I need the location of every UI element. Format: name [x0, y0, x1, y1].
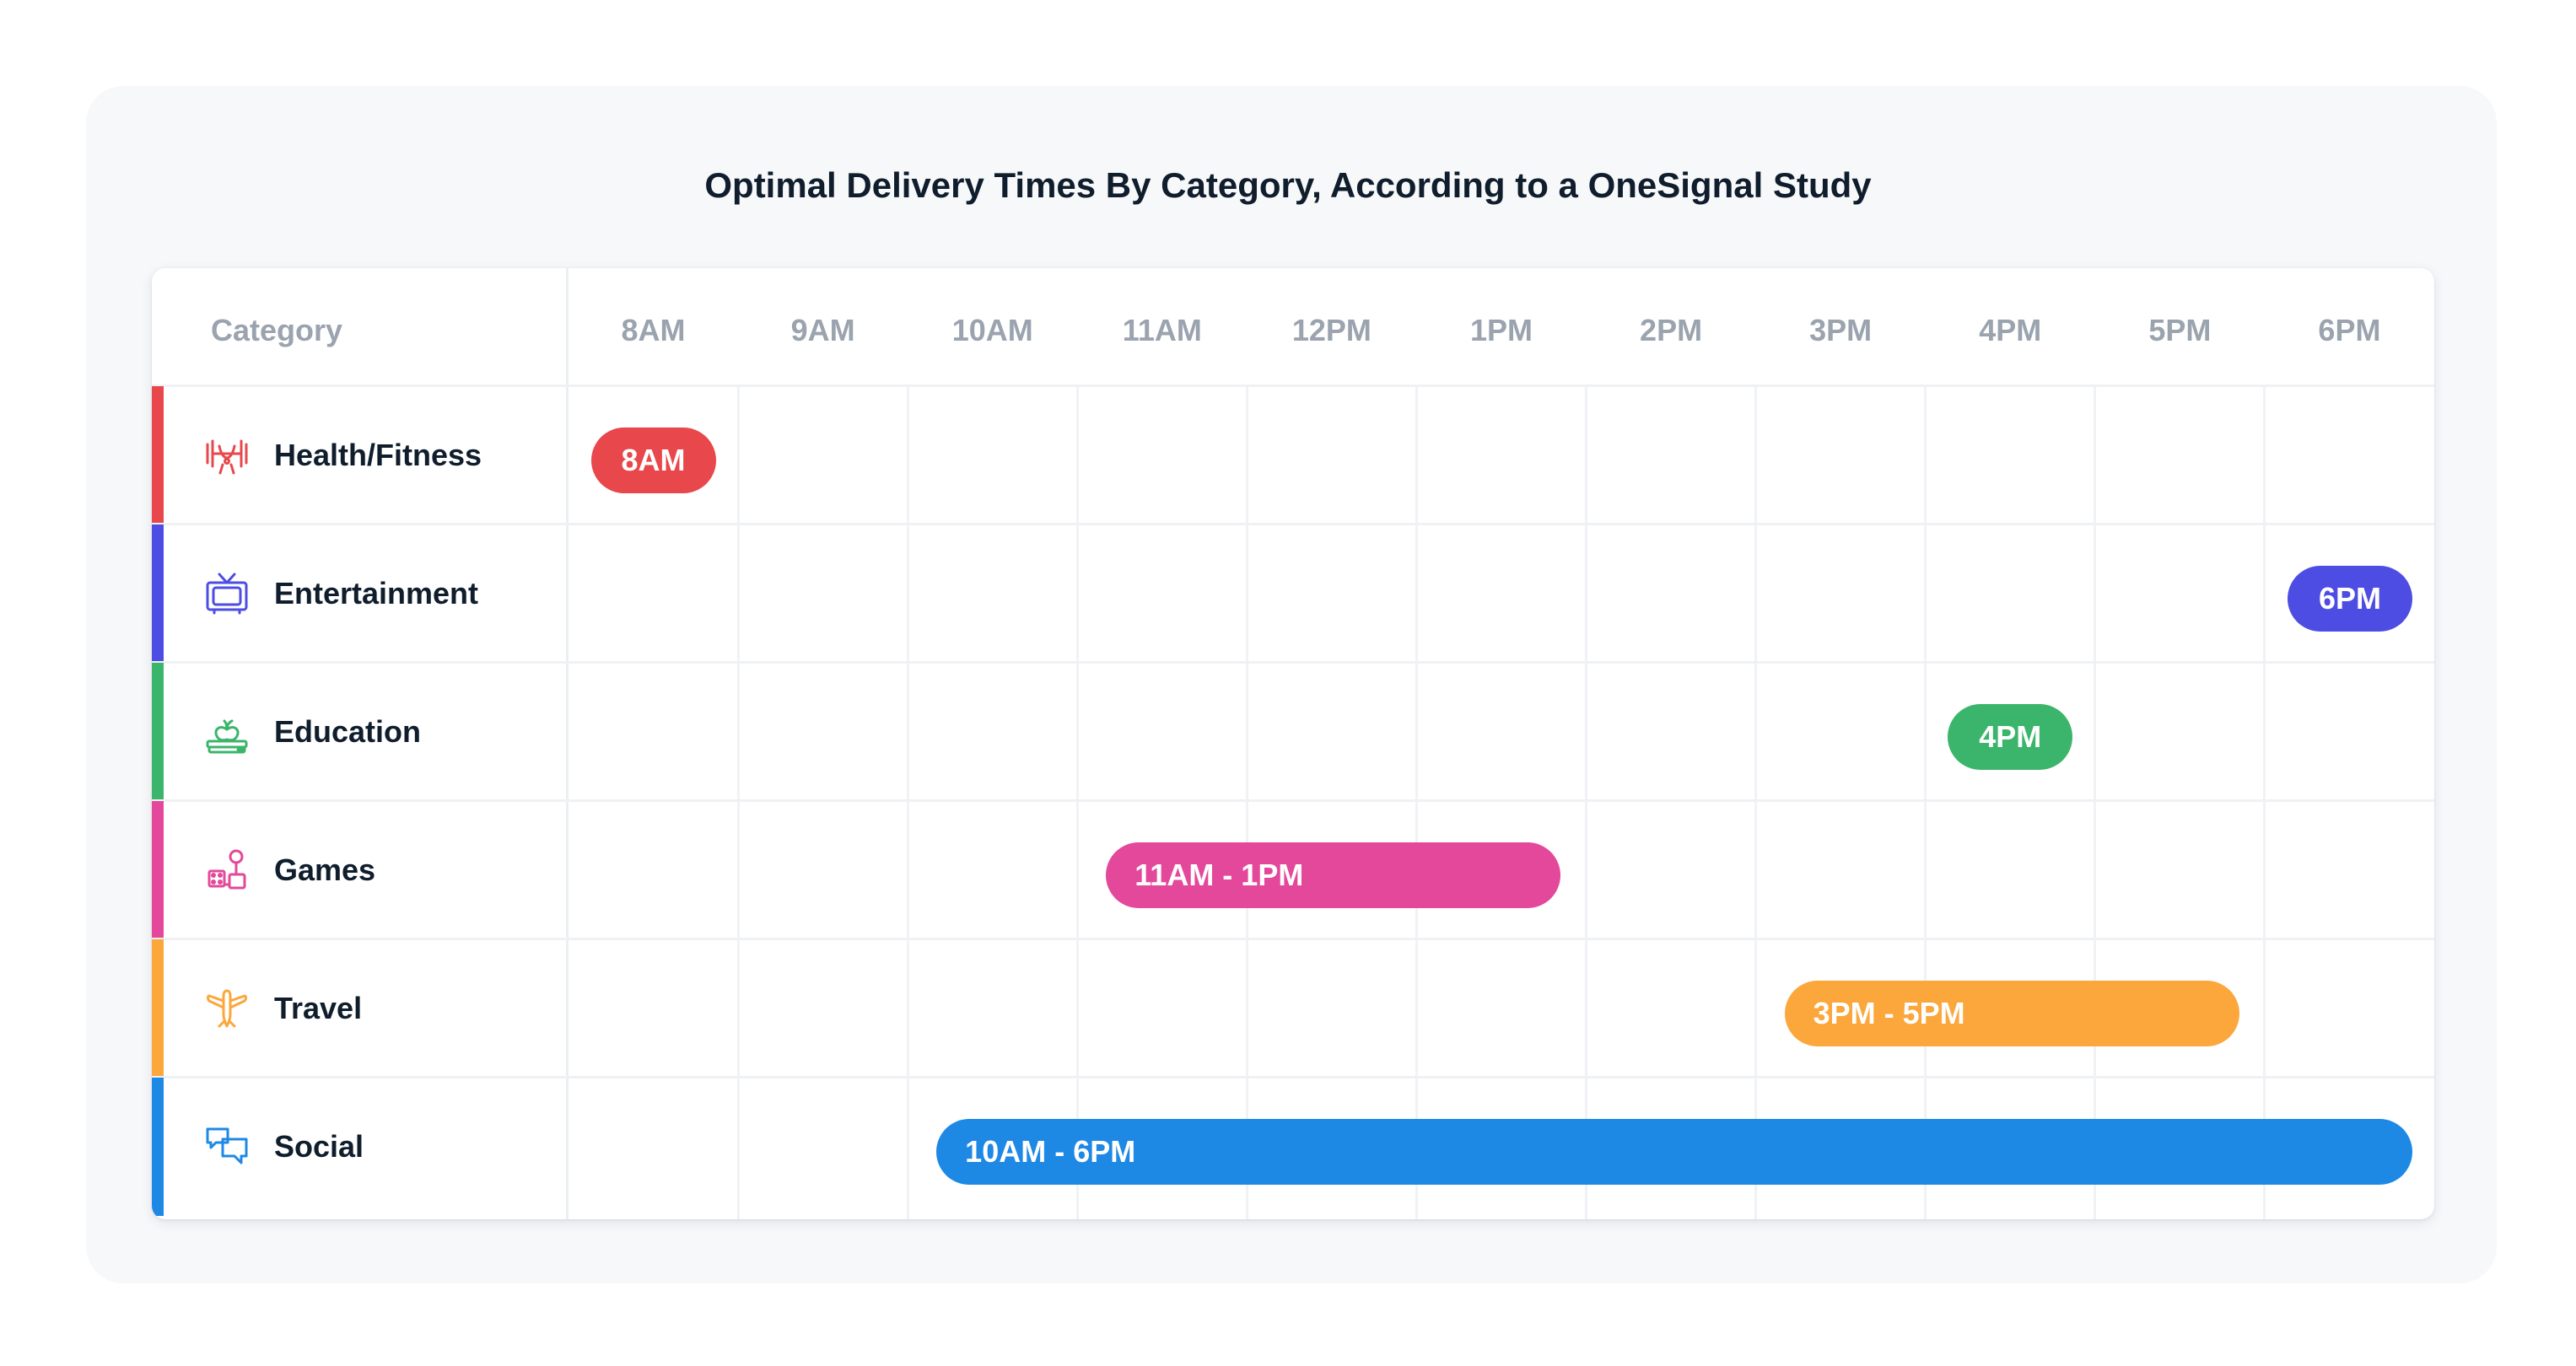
airplane-icon — [207, 989, 247, 1028]
hour-header: 3PM — [1809, 313, 1873, 347]
row-divider — [152, 799, 2434, 802]
grid-line — [906, 386, 909, 1219]
category-label: Entertainment — [274, 576, 479, 610]
category-label: Social — [274, 1129, 364, 1164]
category-color-stripe — [152, 1078, 164, 1216]
category-label: Travel — [274, 991, 363, 1025]
grid-line — [1754, 386, 1758, 1219]
grid-line — [2263, 386, 2266, 1219]
row-divider — [152, 523, 2434, 525]
hour-header: 1PM — [1469, 313, 1533, 347]
category-label: Games — [274, 852, 376, 887]
grid-line — [736, 386, 740, 1219]
time-range-bar: 10AM - 6PM — [936, 1119, 2412, 1185]
tv-icon — [206, 573, 248, 615]
hour-header: 5PM — [2148, 313, 2212, 347]
category-color-stripe — [152, 386, 164, 524]
category-color-stripe — [152, 801, 164, 939]
hour-header: 11AM — [1122, 313, 1202, 347]
hour-header: 12PM — [1291, 313, 1372, 347]
time-range-bar: 8AM — [590, 428, 716, 493]
time-range-bar: 11AM - 1PM — [1106, 842, 1561, 908]
category-label: Education — [274, 714, 422, 749]
grid-line — [1585, 386, 1588, 1219]
time-range-bar: 4PM — [1948, 704, 2073, 770]
category-column — [152, 268, 569, 1219]
grid-line — [1075, 386, 1079, 1219]
row-divider — [152, 938, 2434, 940]
grid-line — [1245, 386, 1248, 1219]
row-divider — [152, 1076, 2434, 1078]
category-label: Health/Fitness — [274, 438, 482, 472]
grid-line — [2094, 386, 2097, 1219]
hour-header: 9AM — [790, 313, 855, 347]
time-range-bar: 3PM - 5PM — [1784, 981, 2239, 1046]
category-header: Category — [211, 313, 343, 347]
row-divider — [152, 385, 2434, 387]
chat-bubbles-icon — [206, 1127, 248, 1164]
joystick-icon — [207, 849, 246, 890]
category-color-stripe — [152, 524, 164, 663]
hour-header: 4PM — [1979, 313, 2042, 347]
hour-header: 10AM — [951, 313, 1033, 347]
schedule-table: Category 8AM 9AM 10AM 11AM 12PM 1PM 2PM 3PM 4PM 5… — [152, 268, 2434, 1219]
chart-title: Optimal Delivery Times By Category, Acco… — [704, 165, 1872, 205]
category-color-stripe — [152, 663, 164, 801]
time-range-bar: 6PM — [2288, 566, 2412, 632]
hour-header: 8AM — [621, 313, 686, 347]
dumbbell-icon — [206, 439, 248, 475]
hour-header: 2PM — [1640, 313, 1703, 347]
category-color-stripe — [152, 939, 164, 1078]
grid-line — [1924, 386, 1927, 1219]
grid-line — [1415, 386, 1418, 1219]
hour-header: 6PM — [2318, 313, 2381, 347]
apple-books-icon — [206, 719, 248, 754]
row-divider — [152, 661, 2434, 664]
